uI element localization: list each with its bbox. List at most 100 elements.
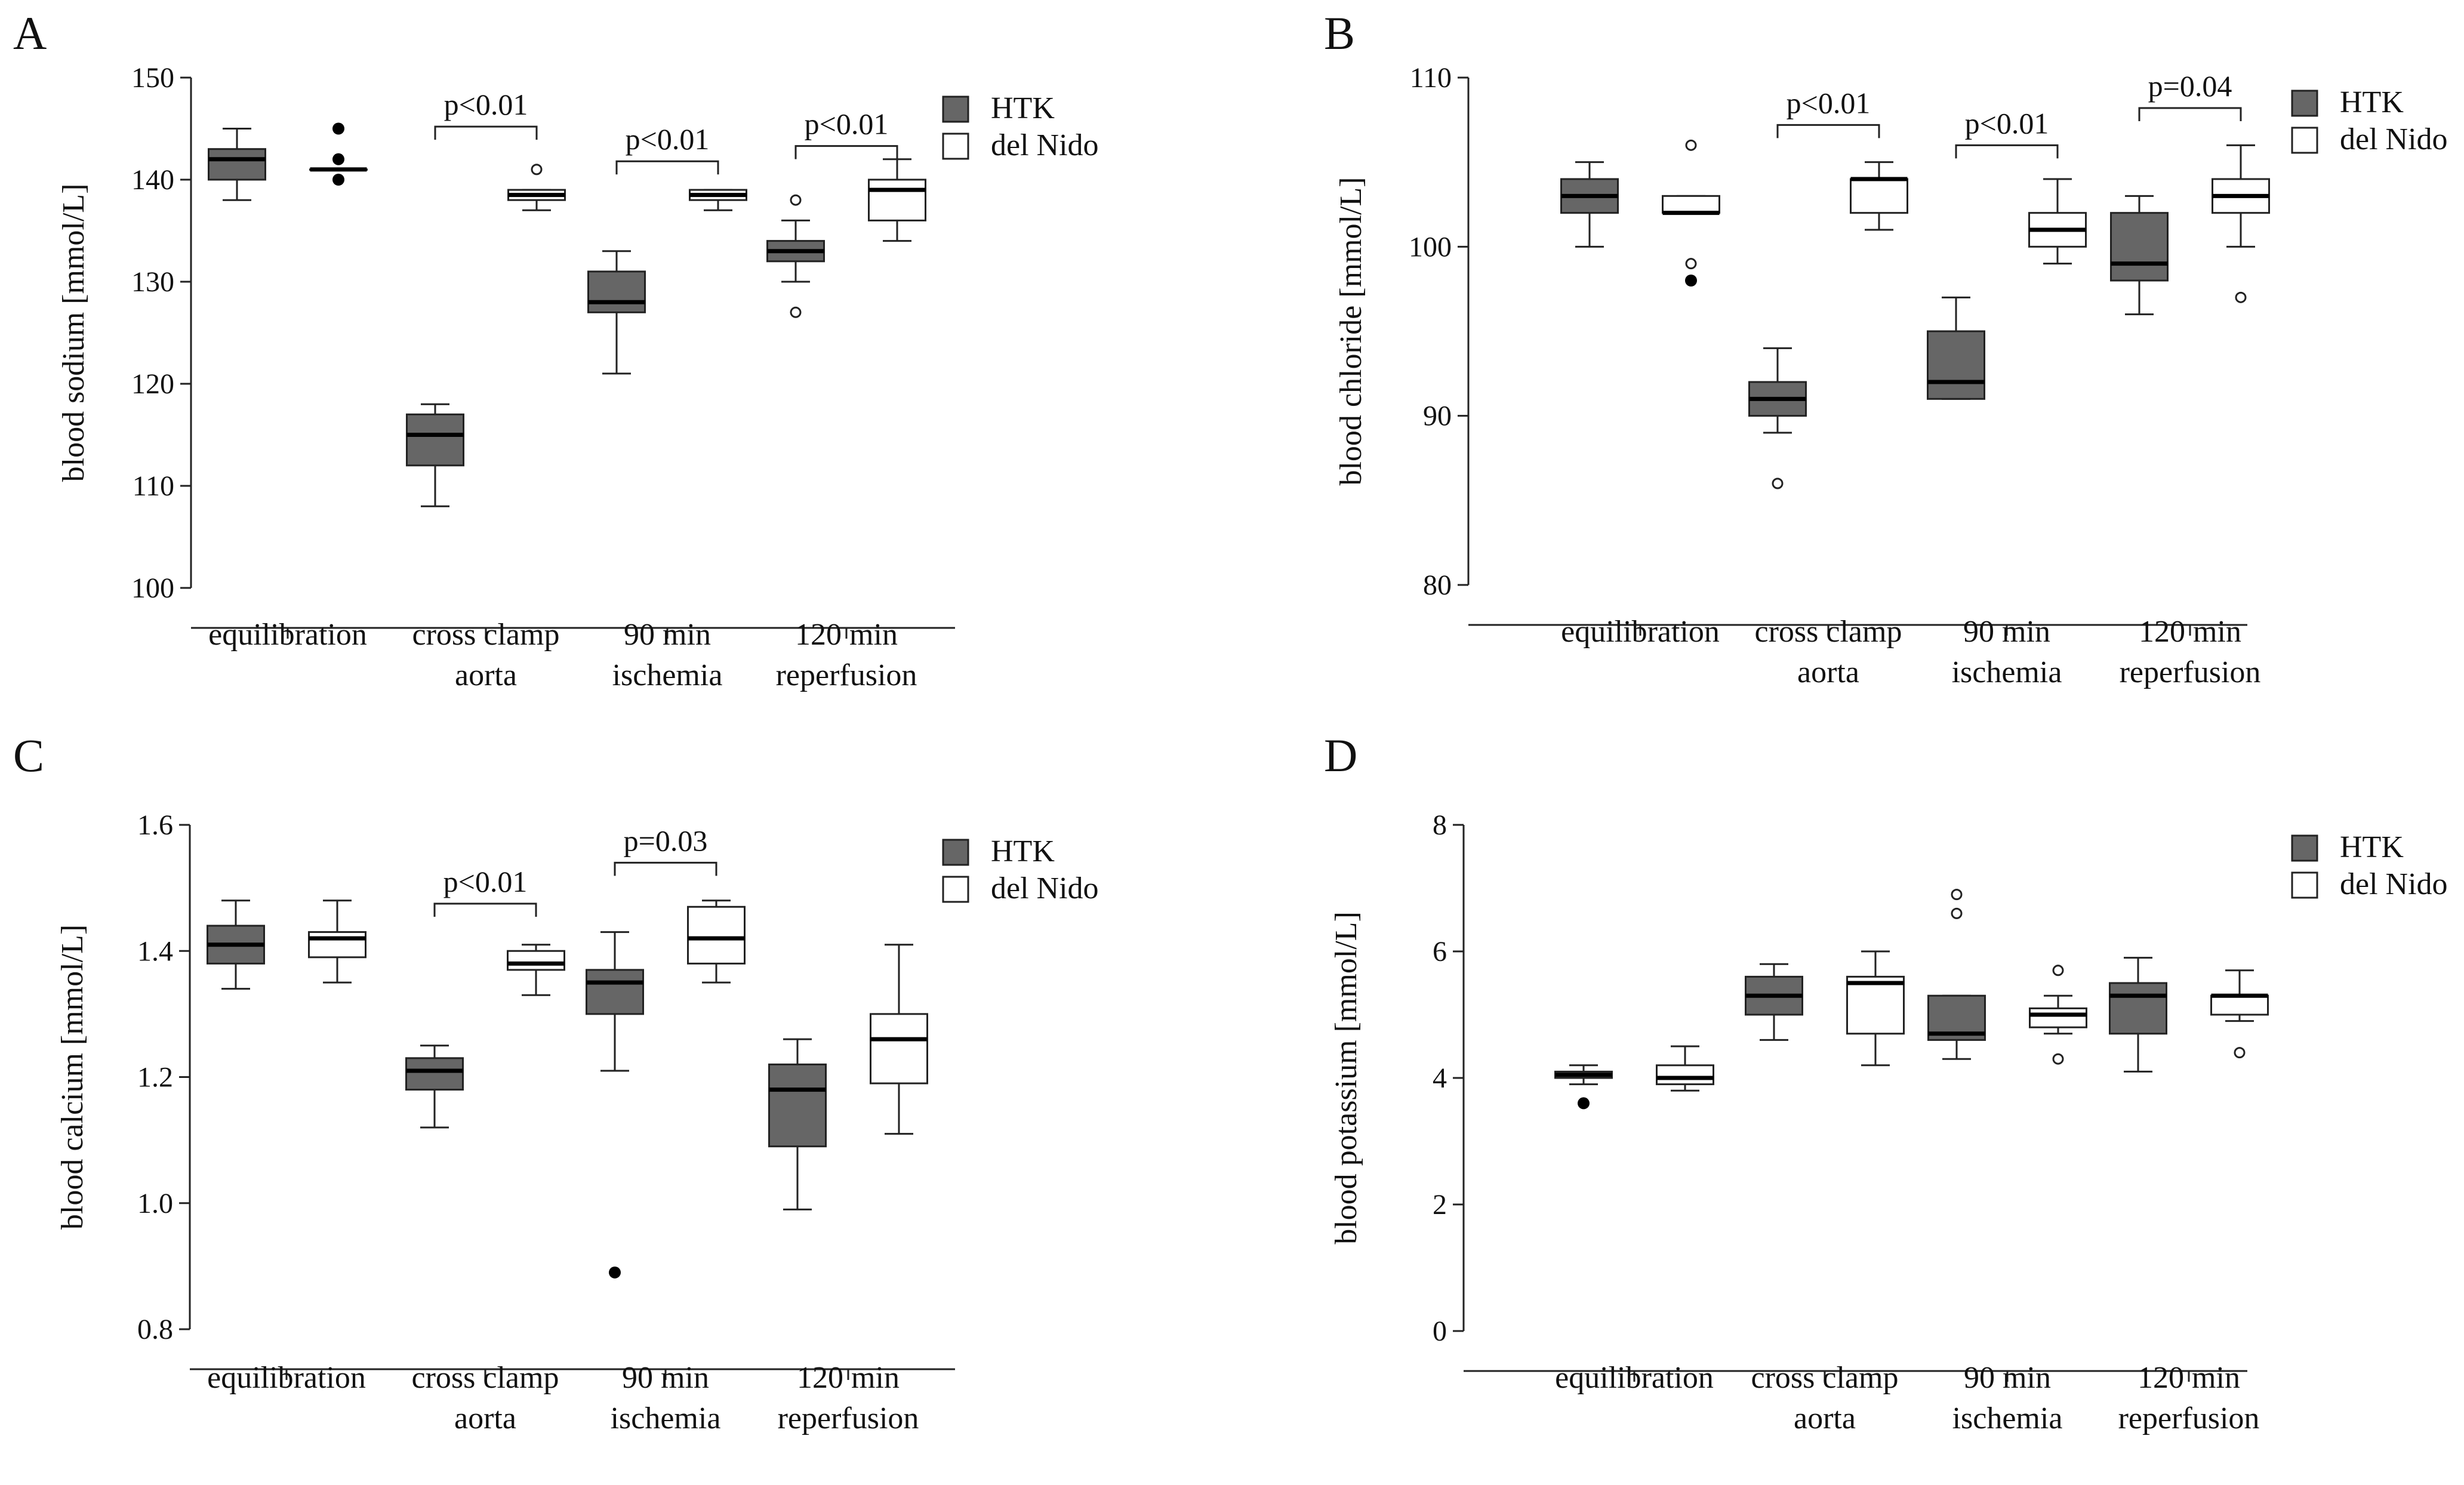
y-tick-label: 120 [131,368,174,400]
significance-bracket [1776,124,1880,138]
outlier-point [1772,477,1784,489]
box-htk [586,931,644,1278]
legend-label: del Nido [991,128,1099,162]
outlier-point [531,164,543,175]
box-delnido [507,164,566,211]
significance-bracket [433,902,537,917]
box-htk [1560,161,1619,248]
legend-swatch [942,839,969,866]
box-delnido [2212,144,2270,303]
significance-bracket [2138,107,2242,121]
x-tick-label: cross clamp [1755,615,1902,649]
panel-label: C [13,729,44,781]
x-tick-label: cross clamp [412,1361,559,1395]
y-tick-label: 100 [1409,231,1452,263]
significance-label: p<0.01 [444,88,528,121]
y-tick-label: 8 [1433,809,1447,841]
y-tick-label: 2 [1433,1189,1447,1221]
y-tick-label: 0 [1433,1315,1447,1347]
box-htk [406,403,464,507]
outlier-point [790,194,802,206]
legend-swatch [2291,834,2318,862]
box-iqr [1850,178,1908,214]
box-iqr [2210,994,2269,1016]
box-htk [1927,296,1985,400]
legend-label: del Nido [2340,122,2448,156]
box-delnido [2028,178,2087,265]
legend-swatch [942,95,969,123]
y-axis-label: blood potassium [mmol/L] [1329,911,1363,1244]
y-tick-label: 0.8 [137,1314,173,1345]
box-iqr [1656,1064,1714,1086]
x-tick-label: reperfusion [776,658,917,692]
panel-D: D 0 2 4 6 8 blood potassium [mmol/L] equilibrat… [1324,729,2448,1435]
x-tick-label: aorta [455,658,517,692]
box-iqr [2029,1007,2087,1028]
legend-swatch [2291,90,2318,117]
box-iqr [308,931,366,959]
y-tick-label: 100 [131,572,174,604]
outlier-point [1951,907,1963,919]
y-tick-label: 1.6 [137,809,173,841]
y-tick-label: 4 [1433,1062,1447,1094]
y-tick-label: 80 [1423,569,1452,601]
outlier-point [1685,139,1697,151]
legend-label: HTK [991,91,1055,125]
significance-bracket [614,861,717,876]
box-iqr [870,1013,928,1085]
outlier-point [2235,291,2247,303]
significance-label: p<0.01 [1787,86,1871,119]
box-iqr [587,270,646,313]
outlier-point [1685,258,1697,270]
box-delnido [507,944,565,996]
box-iqr [507,950,565,971]
x-tick-label: 90 min [624,618,711,652]
legend-label: HTK [991,834,1055,868]
x-tick-label: equilibration [207,1361,366,1395]
y-axis-label: blood sodium [mmol/L] [57,184,91,482]
box-htk [587,250,646,375]
box-delnido [309,122,368,186]
box-iqr [208,148,266,181]
panel-A: A 100 110 120 130 140 150 blood sodium [mmol/L]… [13,7,1099,692]
outlier-point [790,306,802,318]
box-delnido [2210,969,2269,1059]
y-tick-label: 90 [1423,400,1452,432]
significance-bracket [1955,144,2059,159]
x-tick-label: equilibration [1555,1361,1714,1395]
outlier-point [1951,889,1963,901]
box-htk [1927,889,1986,1060]
box-iqr [868,178,926,221]
legend-label: HTK [2340,830,2404,864]
legend-swatch [2291,871,2318,899]
box-delnido [308,899,366,984]
box-htk [2109,957,2167,1073]
legend-label: del Nido [991,871,1099,905]
box-iqr [1662,195,1720,214]
x-tick-label: 120 min [797,1361,900,1395]
significance-label: p<0.01 [626,122,710,156]
x-tick-label: aorta [1797,655,1859,689]
significance-bracket [794,145,898,159]
extreme-point [332,174,344,186]
y-axis-label: blood chloride [mmol/L] [1334,177,1368,485]
significance-bracket [615,160,719,175]
extreme-point [332,122,344,135]
extreme-point [1578,1097,1590,1110]
box-htk [1554,1064,1613,1110]
box-iqr [687,905,746,965]
extreme-point [1685,275,1697,286]
box-iqr [2109,982,2167,1035]
box-delnido [689,189,747,211]
x-tick-label: cross clamp [1751,1361,1899,1395]
x-tick-label: aorta [454,1401,516,1435]
x-tick-label: ischemia [1952,1401,2063,1435]
x-tick-label: equilibration [1561,615,1720,649]
x-tick-label: ischemia [611,1401,721,1435]
x-tick-label: 90 min [1964,1361,2051,1395]
extreme-point [332,153,344,165]
